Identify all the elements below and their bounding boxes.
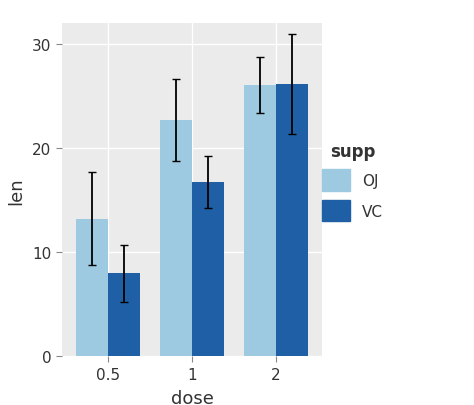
X-axis label: dose: dose: [171, 389, 213, 405]
Bar: [76, 219, 108, 356]
Bar: [160, 121, 192, 356]
Bar: [276, 85, 308, 356]
Bar: [244, 86, 276, 356]
Legend: OJ, VC: OJ, VC: [322, 143, 383, 222]
Bar: [192, 182, 224, 356]
Y-axis label: len: len: [7, 177, 25, 204]
Bar: [108, 274, 140, 356]
